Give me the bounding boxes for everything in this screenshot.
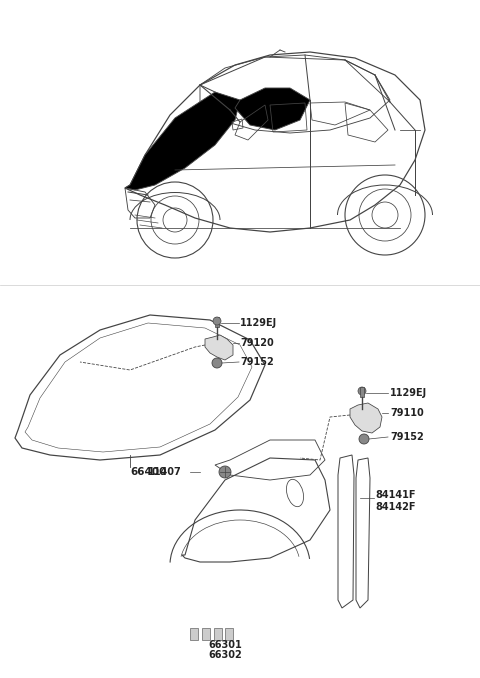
Bar bbox=[214, 628, 222, 640]
Circle shape bbox=[358, 387, 366, 395]
Text: 84142F: 84142F bbox=[375, 502, 416, 512]
Text: 66301: 66301 bbox=[208, 640, 242, 650]
Text: 66302: 66302 bbox=[208, 650, 242, 660]
Text: 79110: 79110 bbox=[390, 408, 424, 418]
Text: 79152: 79152 bbox=[390, 432, 424, 442]
Polygon shape bbox=[205, 335, 233, 360]
Circle shape bbox=[359, 434, 369, 444]
Bar bbox=[190, 628, 198, 640]
Text: 1129EJ: 1129EJ bbox=[240, 318, 277, 328]
Text: 66400: 66400 bbox=[130, 467, 167, 477]
Circle shape bbox=[219, 466, 231, 478]
Text: 11407: 11407 bbox=[148, 467, 182, 477]
Polygon shape bbox=[350, 403, 382, 433]
Circle shape bbox=[212, 358, 222, 368]
Bar bbox=[225, 628, 233, 640]
Polygon shape bbox=[235, 88, 310, 130]
Text: 84141F: 84141F bbox=[375, 490, 416, 500]
Text: 79152: 79152 bbox=[240, 357, 274, 367]
Polygon shape bbox=[125, 92, 240, 190]
Circle shape bbox=[213, 317, 221, 325]
Bar bbox=[202, 628, 210, 640]
Text: 79120: 79120 bbox=[240, 338, 274, 348]
Bar bbox=[360, 387, 364, 397]
Bar bbox=[215, 317, 219, 327]
Text: 1129EJ: 1129EJ bbox=[390, 388, 427, 398]
